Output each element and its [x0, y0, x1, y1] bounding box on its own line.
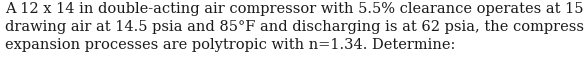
- Text: A 12 x 14 in double-acting air compressor with 5.5% clearance operates at 150 rp: A 12 x 14 in double-acting air compresso…: [5, 2, 584, 52]
